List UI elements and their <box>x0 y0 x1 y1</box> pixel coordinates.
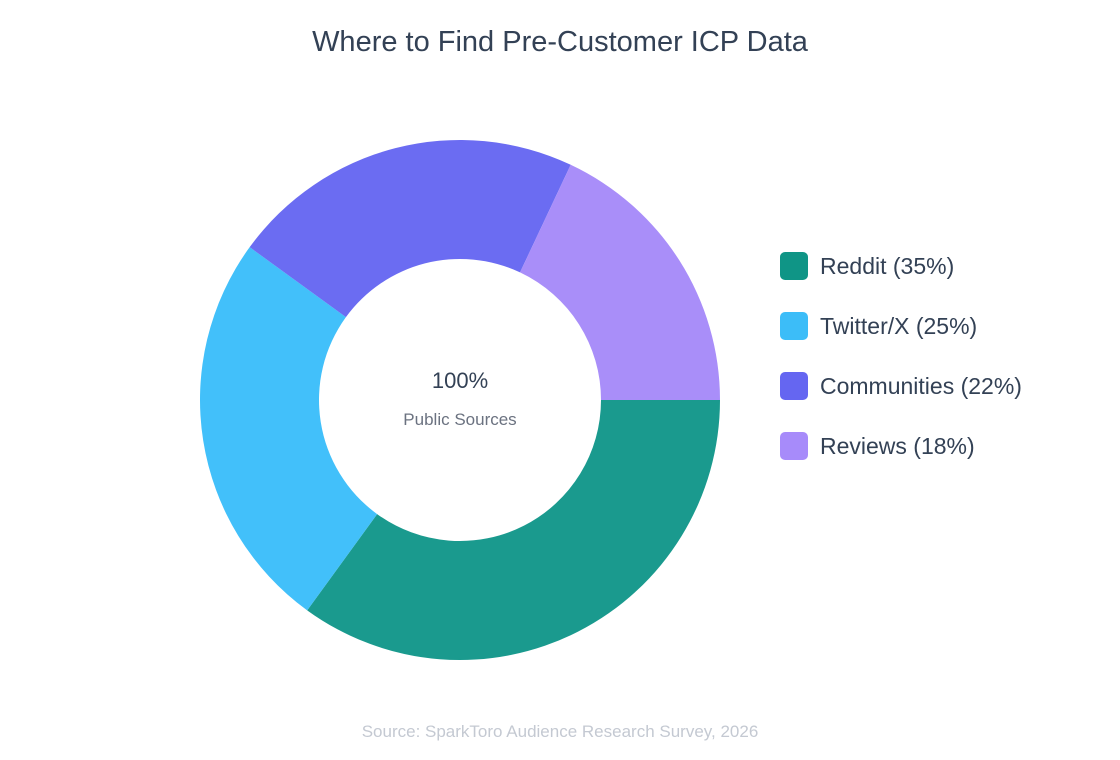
legend-label: Reviews (18%) <box>820 432 975 459</box>
legend-swatch <box>780 252 808 280</box>
slice-reviews <box>520 164 720 400</box>
legend-swatch <box>780 432 808 460</box>
legend-label: Twitter/X (25%) <box>820 312 978 339</box>
legend-item-communities: Communities (22%) <box>780 356 1022 416</box>
legend-item-reviews: Reviews (18%) <box>780 416 1022 476</box>
slice-reddit <box>307 400 720 661</box>
center-value: 100% <box>431 368 489 393</box>
legend-label: Communities (22%) <box>820 372 1022 399</box>
center-label: Public Sources <box>403 410 517 429</box>
legend-item-twitter: Twitter/X (25%) <box>780 296 1022 356</box>
slice-twitter <box>199 247 378 611</box>
legend-swatch <box>780 372 808 400</box>
slice-communities <box>249 139 571 318</box>
source-note: Source: SparkToro Audience Research Surv… <box>361 722 759 741</box>
legend: Reddit (35%) Twitter/X (25%) Communities… <box>780 236 1022 476</box>
legend-label: Reddit (35%) <box>820 252 955 279</box>
legend-item-reddit: Reddit (35%) <box>780 236 1022 296</box>
chart-title: Where to Find Pre-Customer ICP Data <box>312 26 808 58</box>
legend-swatch <box>780 312 808 340</box>
